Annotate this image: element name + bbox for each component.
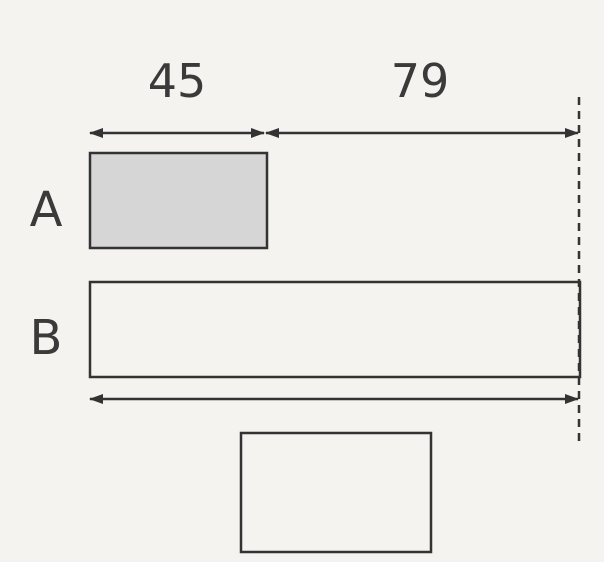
answer-box bbox=[239, 431, 433, 554]
dimension-label-79: 79 bbox=[391, 54, 450, 108]
rectangle-b bbox=[88, 280, 582, 379]
rectangle-a bbox=[88, 151, 269, 250]
dimension-label-45: 45 bbox=[148, 54, 207, 108]
row-label-a: A bbox=[30, 182, 63, 238]
row-label-b: B bbox=[30, 310, 63, 366]
